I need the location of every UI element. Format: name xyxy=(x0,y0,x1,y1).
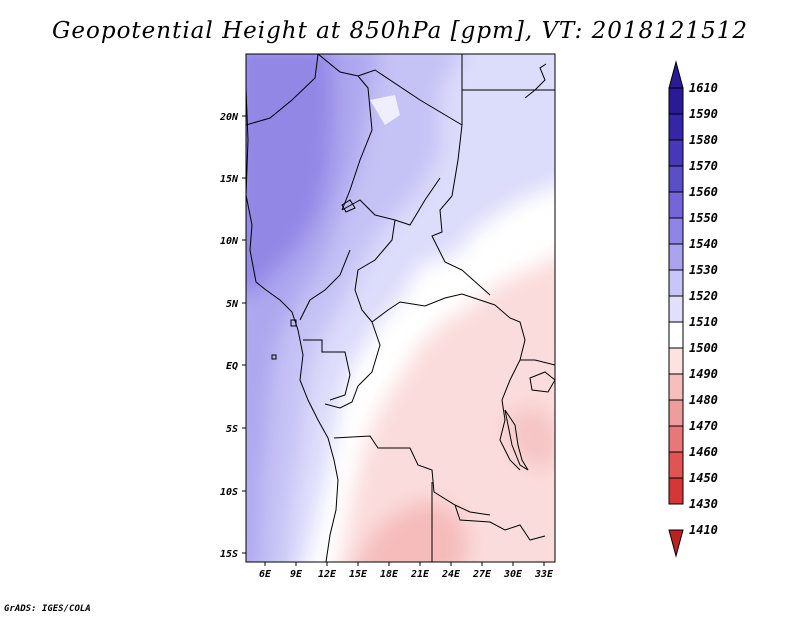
zambia-border xyxy=(454,504,546,541)
chad-sudan-border xyxy=(431,195,491,296)
colorbar-segment xyxy=(668,373,684,401)
colorbar-labels: 1610 1590 1580 1570 1560 1550 1540 1530 … xyxy=(689,81,718,537)
lat-label: 10N xyxy=(220,236,239,247)
colorbar-segment xyxy=(668,165,684,193)
colorbar-label: 1590 xyxy=(689,107,718,121)
map-frame xyxy=(245,53,556,563)
east-africa-border xyxy=(494,304,526,471)
colorbar-segment xyxy=(668,243,684,271)
lake-chad xyxy=(341,199,356,213)
algeria-niger-border xyxy=(357,69,463,126)
nigeria-cameroon-border xyxy=(299,249,351,321)
lon-label: 6E xyxy=(259,569,272,580)
red-sea-coast xyxy=(524,63,547,99)
colorbar-segment xyxy=(668,269,684,297)
colorbar-segment xyxy=(668,217,684,245)
colorbar-segment xyxy=(668,425,684,453)
lat-label: 20N xyxy=(219,112,239,123)
lat-ticks xyxy=(242,115,246,554)
colorbar-segment xyxy=(668,347,684,375)
colorbar-top-triangle xyxy=(668,60,684,89)
lat-labels: 20N 15N 10N 5N EQ 5S 10S 15S xyxy=(219,112,239,560)
lon-label: 18E xyxy=(380,569,399,580)
lon-label: 21E xyxy=(410,569,430,580)
colorbar-label: 1410 xyxy=(689,523,718,537)
lon-labels: 6E 9E 12E 15E 18E 21E 24E 27E 30E 33E xyxy=(259,569,554,580)
lat-label: 15N xyxy=(220,174,239,185)
white-patch xyxy=(370,95,400,125)
lake-tanganyika xyxy=(504,409,529,471)
colorbar-label: 1570 xyxy=(689,159,718,173)
lon-label: 15E xyxy=(349,569,368,580)
colorbar-label: 1580 xyxy=(689,133,718,147)
colorbar-segment xyxy=(668,477,684,505)
sao-tome-island xyxy=(271,354,277,360)
lat-label: 15S xyxy=(220,549,238,560)
map-title: Geopotential Height at 850hPa [gpm], VT:… xyxy=(52,18,748,44)
colorbar-label: 1450 xyxy=(689,471,718,485)
congo-border xyxy=(324,321,381,409)
mauritania-mali-border xyxy=(246,54,319,126)
colorbar-label: 1550 xyxy=(689,211,718,225)
colorbar-segment xyxy=(668,87,684,115)
colorbar-bottom-triangle xyxy=(668,529,684,558)
colorbar-label: 1610 xyxy=(689,81,718,95)
contour-1490-lakes xyxy=(505,405,555,470)
contour-1500 xyxy=(339,257,555,562)
colorbar-segment xyxy=(668,295,684,323)
cameroon-chad-border xyxy=(354,219,396,323)
lake-victoria xyxy=(529,371,555,393)
colorbar-label: 1500 xyxy=(689,341,718,355)
gabon-border xyxy=(303,339,351,401)
height-field xyxy=(246,54,555,562)
colorbar-label: 1510 xyxy=(689,315,718,329)
mali-niger-border xyxy=(317,54,373,211)
car-border xyxy=(371,293,496,323)
colorbar-segment xyxy=(668,399,684,427)
colorbar-label: 1480 xyxy=(689,393,718,407)
colorbar-segment xyxy=(668,451,684,479)
colorbar-label: 1540 xyxy=(689,237,718,251)
colorbar-label: 1490 xyxy=(689,367,718,381)
colorbar-label: 1520 xyxy=(689,289,718,303)
contour-1490-south xyxy=(357,500,470,562)
lat-label: 10S xyxy=(220,487,238,498)
colorbar-label: 1530 xyxy=(689,263,718,277)
colorbar-label: 1460 xyxy=(689,445,718,459)
credit-label: GrADS: IGES/COLA xyxy=(4,604,91,614)
boundaries xyxy=(246,54,555,562)
lat-label: 5S xyxy=(226,424,238,435)
lat-label: EQ xyxy=(226,361,238,372)
lon-label: 24E xyxy=(441,569,461,580)
colorbar-segments xyxy=(668,87,684,505)
west-coastline xyxy=(246,87,339,562)
colorbar-label: 1470 xyxy=(689,419,718,433)
colorbar-segment xyxy=(668,139,684,167)
lon-label: 27E xyxy=(472,569,492,580)
colorbar-segment xyxy=(668,321,684,349)
map-plot-area xyxy=(246,54,555,562)
lon-label: 33E xyxy=(534,569,554,580)
contour-1550 xyxy=(246,54,335,295)
drc-angola-border xyxy=(333,435,491,516)
lon-label: 30E xyxy=(503,569,523,580)
lon-ticks xyxy=(264,562,545,566)
colorbar-label: 1430 xyxy=(689,497,718,511)
colorbar-segment xyxy=(668,191,684,219)
lat-label: 5N xyxy=(226,299,239,310)
lon-label: 12E xyxy=(318,569,337,580)
bioko-island xyxy=(290,319,297,327)
lon-label: 9E xyxy=(290,569,303,580)
colorbar: 1610 1590 1580 1570 1560 1550 1540 1530 … xyxy=(668,60,718,558)
uganda-kenya-border xyxy=(520,359,555,366)
colorbar-label: 1560 xyxy=(689,185,718,199)
colorbar-segment xyxy=(668,113,684,141)
